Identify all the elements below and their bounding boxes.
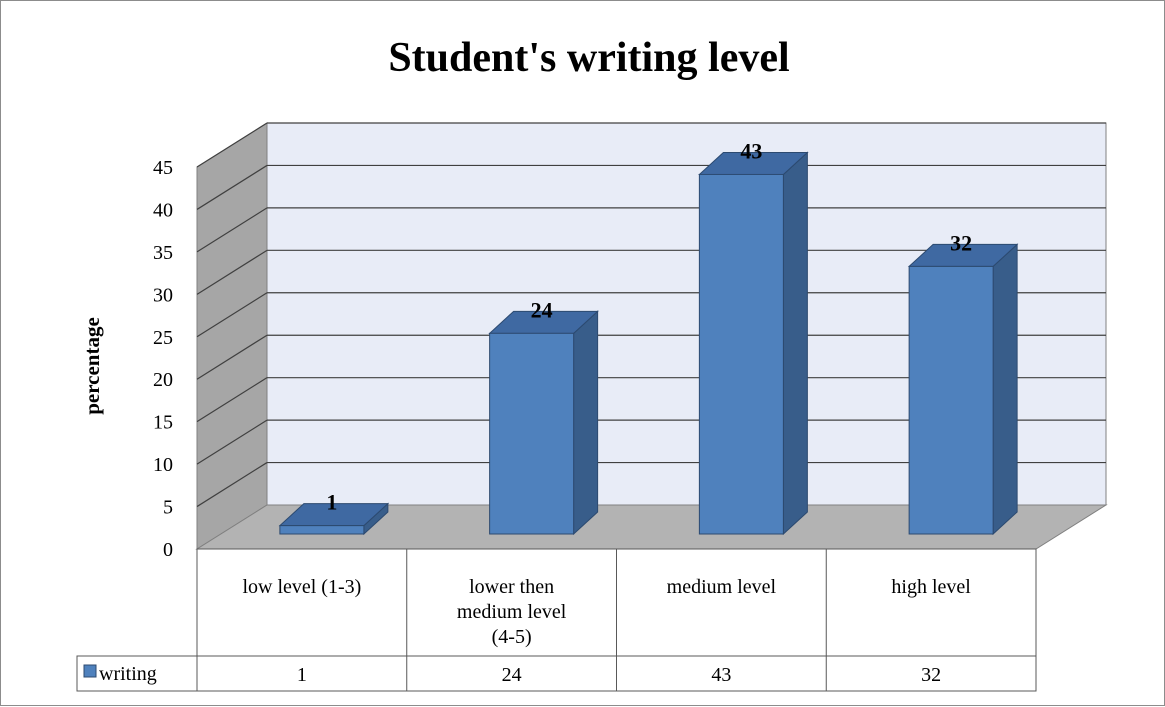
y-tick-label: 10 — [153, 454, 173, 476]
data-label: 1 — [326, 490, 337, 515]
y-tick-label: 20 — [153, 369, 173, 391]
data-table: low level (1-3) lower then medium level (4-… — [76, 548, 1037, 692]
gridline-side — [196, 462, 268, 508]
y-tick-label: 5 — [163, 497, 173, 519]
gridline-side — [196, 419, 268, 465]
category-label: high level — [891, 576, 971, 598]
y-tick-label: 25 — [153, 327, 173, 349]
y-axis-label: percentage — [80, 317, 104, 415]
table-data-row — [76, 655, 1037, 692]
table-cell: 24 — [502, 664, 522, 686]
category-label: medium level — [457, 601, 567, 623]
data-labels: 1 24 43 32 — [326, 138, 972, 514]
chart-walls — [195, 122, 1108, 550]
bars — [278, 151, 1019, 536]
gridline-side — [196, 164, 268, 210]
data-label: 32 — [950, 230, 972, 255]
bar-front — [908, 265, 994, 535]
chart-title: Student's writing level — [388, 35, 789, 81]
category-label: medium level — [667, 576, 777, 598]
gridline-side — [196, 334, 268, 380]
gridline-side — [196, 292, 268, 338]
category-label: low level (1-3) — [242, 576, 361, 598]
bar-side — [992, 243, 1018, 536]
category-label: (4-5) — [492, 626, 532, 648]
bar-front — [279, 525, 365, 535]
bar — [698, 151, 809, 536]
data-label: 43 — [740, 138, 762, 163]
category-label: lower then — [469, 576, 554, 598]
y-tick-label: 45 — [153, 157, 173, 179]
bar-side — [782, 151, 808, 536]
bar-front — [489, 332, 575, 535]
bar — [278, 502, 390, 536]
gridline-side — [196, 377, 268, 423]
bar — [907, 243, 1019, 536]
table-cell: 1 — [297, 664, 307, 686]
y-axis-ticks: 0 5 10 15 20 25 30 35 40 45 — [153, 157, 173, 561]
data-label: 24 — [531, 297, 553, 322]
y-tick-label: 0 — [163, 539, 173, 561]
gridline-side — [196, 249, 268, 295]
y-tick-label: 40 — [153, 199, 173, 221]
y-tick-label: 15 — [153, 412, 173, 434]
legend-swatch — [83, 664, 97, 678]
table-cell: 32 — [921, 664, 941, 686]
y-tick-label: 35 — [153, 242, 173, 264]
bar — [488, 310, 599, 536]
bar-front — [698, 173, 784, 535]
gridline-side — [196, 122, 268, 168]
legend-label: writing — [99, 663, 157, 685]
table-cell: 43 — [711, 664, 731, 686]
y-tick-label: 30 — [153, 284, 173, 306]
gridline-side — [196, 207, 268, 253]
bar-side — [573, 310, 599, 536]
